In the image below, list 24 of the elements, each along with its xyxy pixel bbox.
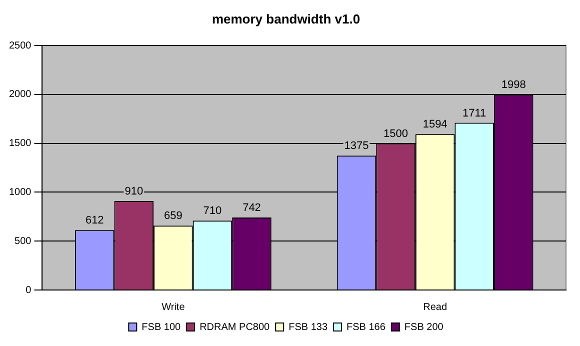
- legend-label: RDRAM PC800: [200, 322, 270, 333]
- y-tick-label: 2000: [8, 89, 32, 100]
- data-label: 1711: [462, 107, 486, 120]
- data-label: 1594: [422, 118, 448, 131]
- y-tick-label: 1500: [8, 138, 32, 150]
- data-label: 910: [124, 186, 144, 198]
- legend-label: FSB 133: [288, 322, 328, 333]
- data-label: 1500: [384, 128, 408, 140]
- y-tick-label: 0: [26, 284, 32, 296]
- x-tick-label: Read: [423, 302, 448, 313]
- y-tick-label: 500: [14, 236, 32, 247]
- chart-title: memory bandwidth v1.0: [212, 11, 360, 26]
- data-label: 742: [242, 202, 261, 214]
- data-label: 659: [164, 210, 182, 222]
- data-label: 1998: [501, 79, 526, 92]
- data-label: 612: [85, 214, 104, 227]
- data-label: 710: [203, 205, 222, 218]
- x-tick-label: Write: [162, 302, 186, 313]
- legend-label: FSB 166: [346, 322, 386, 333]
- y-tick-label: 2500: [8, 40, 32, 52]
- y-tick-label: 1000: [8, 186, 32, 198]
- legend-label: FSB 200: [404, 322, 444, 333]
- data-label: 1375: [344, 140, 369, 152]
- legend-label: FSB 100: [142, 322, 182, 333]
